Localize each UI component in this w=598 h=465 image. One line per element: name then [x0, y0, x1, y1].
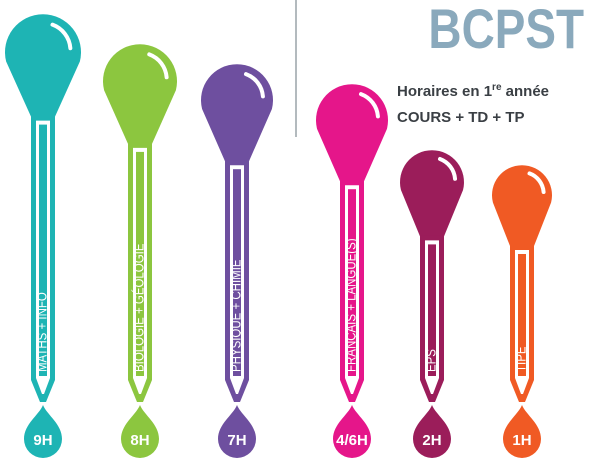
- stem-fill: [39, 124, 47, 376]
- title: BCPST: [428, 0, 584, 60]
- bulb-highlight: [147, 52, 169, 80]
- stem-fill: [136, 151, 144, 376]
- drop-hours: 9H: [33, 432, 52, 449]
- drop-hours: 1H: [512, 432, 531, 449]
- pipette: MATHS + INFO 9H: [5, 14, 81, 458]
- bulb-highlight: [438, 156, 458, 181]
- pipette-label: MATHS + INFO: [34, 292, 50, 372]
- pipette-label: FRANÇAIS + LANGUE(S): [343, 238, 359, 372]
- drop: [503, 405, 541, 458]
- subtitle-2: COURS + TD + TP: [397, 109, 525, 126]
- stem-fill: [233, 169, 241, 376]
- pipette-bulb: [400, 150, 465, 237]
- pipette: BIOLOGIE + GÉOLOGIE 8H: [103, 44, 177, 458]
- pipette-bulb: [316, 84, 389, 182]
- pipette: TIPE 1H: [492, 165, 552, 458]
- pipette: FRANÇAIS + LANGUE(S) 4/6H: [316, 84, 389, 458]
- pipette-label: PHYSIQUE + CHIMIE: [228, 259, 244, 372]
- pipette: EPS 2H: [400, 150, 465, 458]
- drop-hours: 2H: [422, 432, 441, 449]
- bulb-highlight: [244, 72, 265, 99]
- bulb-highlight: [359, 92, 380, 119]
- pipette-label: EPS: [423, 349, 439, 372]
- pipette-bulb: [5, 14, 81, 117]
- stem-fill: [518, 254, 526, 376]
- bulb-highlight: [527, 171, 546, 194]
- pipettes: MATHS + INFO 9H BIOLOGIE + GÉOLOGIE 8H PHYSI…: [5, 14, 552, 458]
- drop: [333, 405, 371, 458]
- pipette-bulb: [492, 165, 552, 246]
- drop-hours: 4/6H: [336, 432, 368, 449]
- drop: [121, 405, 159, 458]
- pipette: PHYSIQUE + CHIMIE 7H: [201, 64, 273, 458]
- subtitle: Horaires en 1re année: [397, 82, 549, 100]
- subtitle-text: Horaires en 1: [397, 83, 492, 100]
- drop: [413, 405, 451, 458]
- pipette-label: TIPE: [513, 346, 529, 372]
- bulb-highlight: [50, 22, 73, 51]
- subtitle-after: année: [502, 83, 550, 100]
- drop-hours: 8H: [130, 432, 149, 449]
- stem-fill: [348, 189, 356, 376]
- pipette-label: BIOLOGIE + GÉOLOGIE: [131, 243, 147, 372]
- pipette-bulb: [103, 44, 177, 144]
- stem-fill: [428, 244, 436, 376]
- drop: [24, 405, 62, 458]
- subtitle-sup: re: [492, 82, 502, 93]
- drop-hours: 7H: [227, 432, 246, 449]
- drop: [218, 405, 256, 458]
- pipette-bulb: [201, 64, 273, 162]
